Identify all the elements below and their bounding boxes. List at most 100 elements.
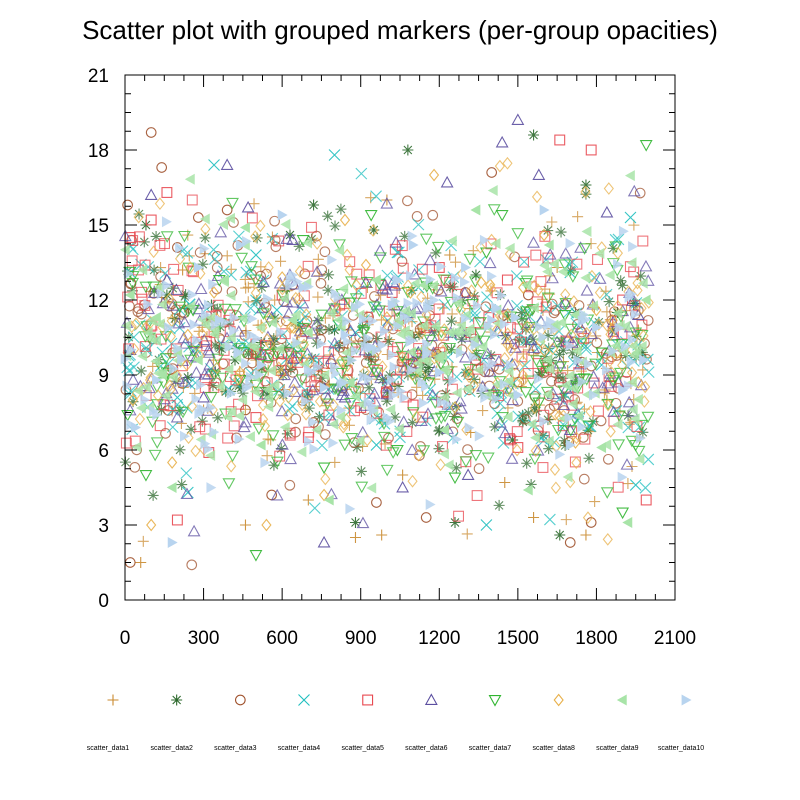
data-point: [205, 312, 216, 324]
legend-marker: [171, 694, 183, 706]
data-point: [438, 299, 451, 311]
data-point: [636, 319, 648, 331]
data-point: [274, 394, 286, 408]
data-point: [197, 258, 209, 270]
data-point: [580, 374, 594, 386]
data-point: [365, 354, 377, 366]
data-point: [604, 354, 616, 368]
data-point: [226, 197, 239, 210]
data-point: [594, 286, 606, 300]
data-point: [614, 322, 625, 334]
data-point: [612, 410, 626, 423]
data-point: [249, 550, 263, 562]
data-point: [624, 211, 637, 224]
data-point: [439, 424, 449, 436]
data-point: [629, 327, 643, 340]
data-point: [588, 300, 598, 312]
data-point: [314, 395, 326, 408]
data-point: [497, 290, 507, 302]
data-point: [627, 404, 638, 416]
data-point: [344, 276, 358, 288]
data-point: [412, 357, 423, 369]
data-point: [616, 507, 630, 520]
data-point: [192, 334, 203, 346]
data-point: [130, 317, 142, 331]
data-point: [293, 350, 307, 363]
x-tick-label: 1200: [418, 628, 460, 649]
data-point: [178, 337, 192, 349]
x-tick-label: 600: [266, 628, 298, 649]
data-point: [601, 364, 612, 376]
data-point: [166, 298, 178, 310]
data-point: [550, 481, 561, 495]
data-point: [613, 258, 623, 270]
data-point: [618, 225, 629, 237]
data-point: [120, 437, 132, 449]
data-point: [237, 420, 251, 433]
data-point: [620, 458, 634, 470]
data-point: [559, 246, 573, 259]
data-point: [539, 259, 550, 271]
data-point: [146, 518, 157, 532]
data-point: [156, 162, 168, 173]
data-point: [439, 448, 449, 460]
data-point: [222, 411, 233, 423]
data-point: [367, 387, 381, 399]
data-point: [490, 237, 501, 249]
data-point: [504, 242, 515, 254]
data-point: [214, 225, 228, 238]
data-point: [588, 271, 601, 284]
data-point: [565, 340, 576, 352]
data-point: [380, 464, 394, 477]
data-point: [349, 517, 361, 528]
data-point: [161, 216, 172, 228]
data-point: [160, 231, 174, 243]
data-point: [515, 336, 527, 348]
data-point: [148, 245, 159, 259]
data-point: [564, 323, 578, 336]
data-point: [538, 331, 549, 343]
data-point: [485, 285, 497, 297]
data-point: [554, 361, 568, 374]
data-point: [554, 134, 566, 146]
data-point: [568, 295, 580, 308]
data-point: [284, 429, 296, 441]
data-point: [381, 194, 393, 206]
data-point: [499, 378, 510, 390]
data-point: [569, 374, 581, 386]
data-point: [434, 284, 448, 297]
data-point: [127, 393, 138, 407]
legend-marker: [234, 694, 246, 706]
data-point: [234, 433, 245, 445]
data-point: [626, 366, 638, 380]
data-point: [363, 332, 374, 344]
data-point: [531, 444, 545, 456]
data-point: [244, 302, 257, 315]
data-point: [580, 272, 591, 284]
data-point: [202, 346, 216, 358]
data-point: [627, 334, 638, 346]
data-point: [339, 376, 350, 388]
data-point: [229, 304, 242, 316]
y-tick-label: 0: [98, 591, 109, 612]
legend-item-scatter_data3: scatter_data3: [214, 694, 257, 752]
data-point: [137, 264, 148, 276]
data-point: [329, 220, 341, 232]
data-point: [150, 355, 161, 367]
data-point: [502, 338, 513, 352]
data-point: [285, 321, 296, 335]
data-point: [169, 363, 180, 375]
data-point: [313, 361, 324, 373]
data-point: [288, 385, 302, 397]
data-point: [612, 439, 626, 451]
data-point: [228, 420, 240, 432]
data-point: [384, 369, 396, 381]
data-point: [638, 329, 649, 343]
data-point: [560, 514, 572, 526]
data-point: [237, 394, 248, 406]
data-point: [356, 516, 370, 529]
data-point: [170, 410, 184, 423]
data-point: [199, 243, 210, 255]
data-point: [475, 241, 486, 254]
data-point: [617, 471, 628, 483]
